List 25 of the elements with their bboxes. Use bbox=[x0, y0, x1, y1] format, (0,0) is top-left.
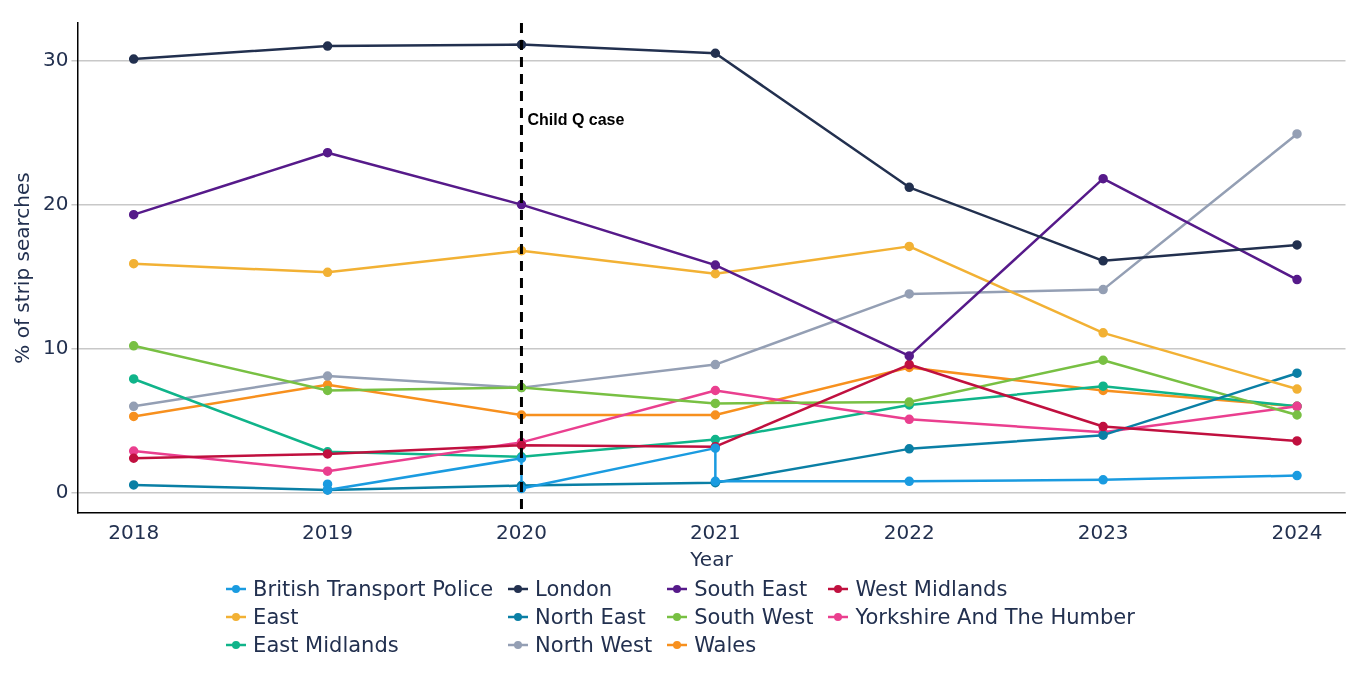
y-tick-label: 10 bbox=[43, 334, 69, 359]
x-tick-label: 2020 bbox=[496, 520, 547, 545]
legend-label: East Midlands bbox=[253, 633, 399, 657]
y-tick-label: 30 bbox=[43, 46, 69, 71]
x-tick-label: 2023 bbox=[1077, 520, 1129, 545]
legend-label: British Transport Police bbox=[253, 577, 494, 601]
x-tick-label: 2019 bbox=[302, 520, 354, 545]
x-tick-label: 2021 bbox=[689, 520, 741, 545]
legend-label: West Midlands bbox=[855, 577, 1008, 601]
legend-label: South West bbox=[694, 605, 814, 629]
y-tick-label: 20 bbox=[43, 190, 69, 215]
legend-label: North East bbox=[535, 605, 646, 629]
legend-label: London bbox=[535, 577, 613, 601]
legend-label: Wales bbox=[694, 633, 757, 657]
x-tick-label: 2022 bbox=[883, 520, 935, 545]
y-axis-title: % of strip searches bbox=[10, 172, 35, 364]
y-tick-label: 0 bbox=[55, 479, 69, 504]
x-axis-title: Year bbox=[689, 547, 734, 572]
ref-line-label: Child Q case bbox=[527, 111, 625, 129]
legend-label: Yorkshire And The Humber bbox=[855, 605, 1135, 629]
x-tick-label: 2018 bbox=[108, 520, 160, 545]
x-tick-label: 2024 bbox=[1271, 520, 1323, 545]
legend-label: North West bbox=[535, 633, 653, 657]
legend-label: South East bbox=[694, 577, 808, 601]
legend-label: East bbox=[253, 605, 299, 629]
